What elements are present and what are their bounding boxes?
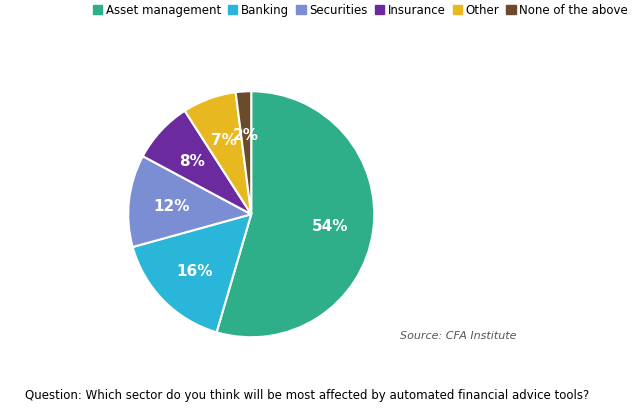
Text: 16%: 16% [176, 263, 212, 278]
Text: Question: Which sector do you think will be most affected by automated financial: Question: Which sector do you think will… [25, 388, 590, 401]
Text: 54%: 54% [312, 218, 349, 234]
Text: Source: CFA Institute: Source: CFA Institute [399, 330, 516, 340]
Wedge shape [133, 215, 251, 333]
Wedge shape [143, 112, 251, 215]
Text: 12%: 12% [153, 198, 190, 213]
Wedge shape [217, 92, 374, 337]
Wedge shape [184, 93, 251, 215]
Legend: Asset management, Banking, Securities, Insurance, Other, None of the above: Asset management, Banking, Securities, I… [88, 0, 633, 22]
Wedge shape [128, 157, 251, 247]
Text: 7%: 7% [211, 132, 237, 147]
Text: 8%: 8% [179, 153, 205, 168]
Text: 2%: 2% [233, 128, 259, 143]
Wedge shape [236, 92, 251, 215]
